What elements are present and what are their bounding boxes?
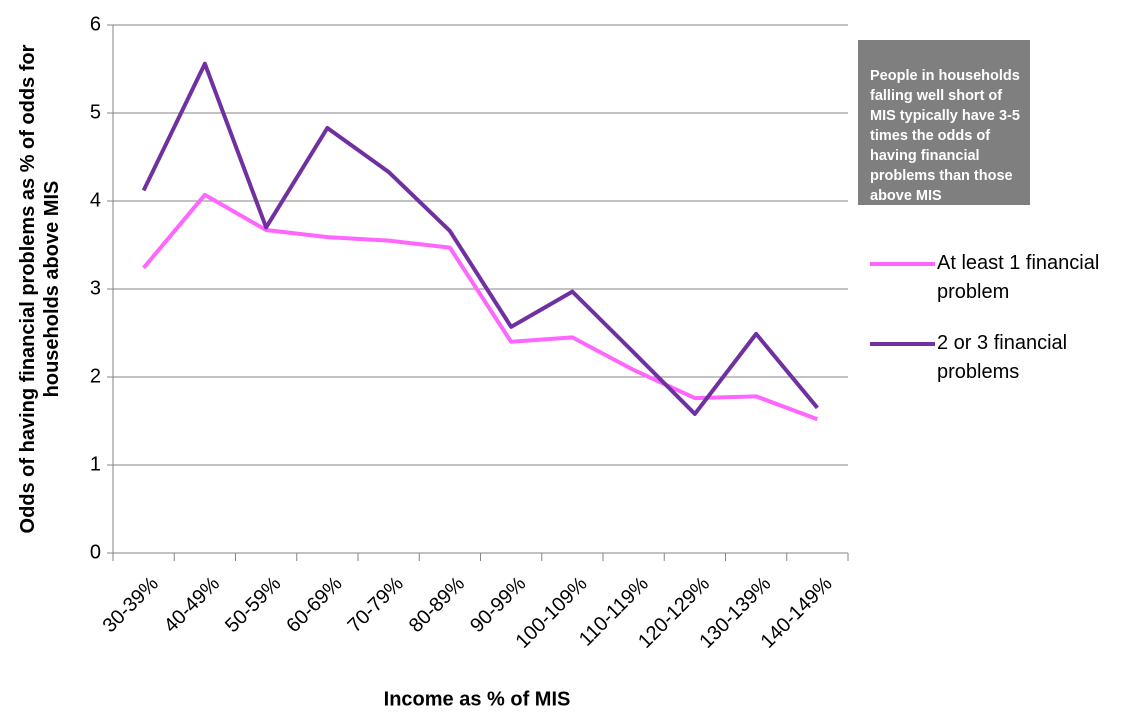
y-tick-label: 2: [90, 365, 101, 387]
y-axis-title: Odds of having financial problems as % o…: [17, 44, 63, 534]
legend-label: At least 1 financial problem: [937, 252, 1100, 303]
x-tick-label: 50-59%: [221, 573, 285, 637]
y-tick-label: 4: [90, 189, 101, 211]
legend-label: 2 or 3 financial problems: [937, 332, 1068, 383]
x-tick-label: 30-39%: [99, 573, 163, 637]
x-tick-label: 70-79%: [344, 573, 408, 637]
x-tick-label: 60-69%: [282, 573, 346, 637]
line-series: [141, 61, 819, 416]
x-tick-label: 40-49%: [160, 573, 224, 637]
x-tick-label: 80-89%: [405, 573, 469, 637]
x-axis-title: Income as % of MIS: [384, 688, 571, 710]
y-tick-label: 6: [90, 13, 101, 35]
y-tick-label: 0: [90, 541, 101, 563]
annotation: People in households falling well short …: [858, 40, 1030, 205]
y-tick-label: 5: [90, 101, 101, 123]
y-tick-label: 3: [90, 277, 101, 299]
y-tick-label: 1: [90, 453, 101, 475]
